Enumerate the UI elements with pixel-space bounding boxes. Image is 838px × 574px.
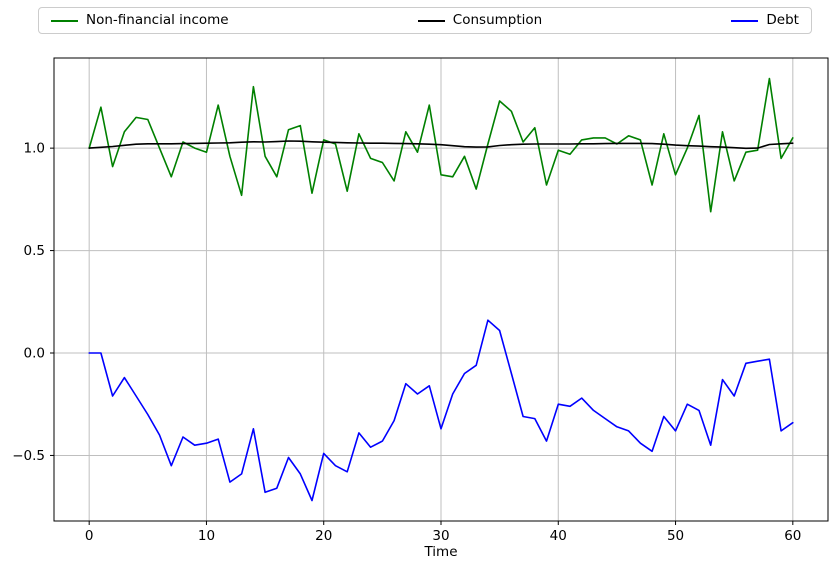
legend-line-icon-non-financial-income — [51, 19, 78, 22]
y-tick-label: 1.0 — [24, 141, 45, 157]
legend-item-consumption: Consumption — [417, 11, 543, 28]
y-tick-label: −0.5 — [12, 448, 45, 464]
x-tick-label: 60 — [784, 528, 801, 544]
legend-item-debt: Debt — [731, 11, 799, 28]
x-tick-label: 0 — [85, 528, 94, 544]
y-tick-label: 0.5 — [24, 243, 45, 259]
x-tick-label: 30 — [432, 528, 449, 544]
legend-label-consumption: Consumption — [452, 11, 543, 28]
legend-item-non-financial-income: Non-financial income — [51, 11, 229, 28]
series-line-consumption — [88, 140, 794, 150]
x-tick-label: 40 — [550, 528, 567, 544]
x-tick-label: 20 — [315, 528, 332, 544]
x-axis-label: Time — [423, 544, 457, 560]
legend: Non-financial income Consumption Debt — [38, 7, 812, 34]
legend-label-non-financial-income: Non-financial income — [86, 11, 229, 28]
x-tick-label: 10 — [198, 528, 215, 544]
legend-label-debt: Debt — [766, 11, 799, 28]
x-tick-label: 50 — [667, 528, 684, 544]
legend-line-icon-debt — [731, 19, 759, 22]
y-tick-label: 0.0 — [24, 346, 45, 362]
legend-line-icon-consumption — [417, 19, 445, 22]
series-line-non-financial-income — [88, 77, 794, 213]
series-line-debt — [88, 319, 794, 502]
